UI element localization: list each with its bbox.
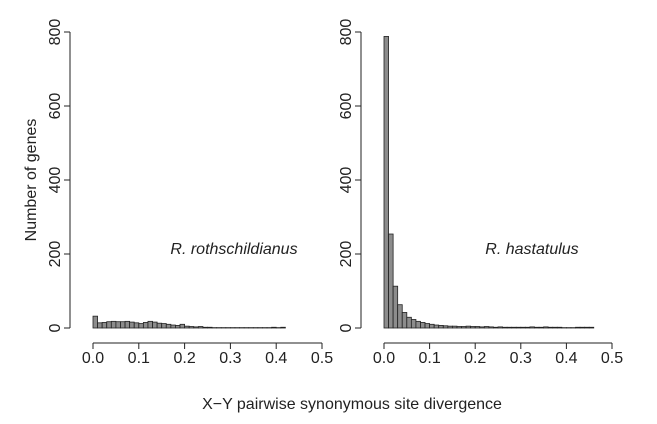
histogram-bar [529,326,535,329]
histogram-bar [584,326,590,329]
histogram-bar [456,326,462,329]
histogram-bar [271,326,277,329]
x-tick-label: 0.5 [311,350,333,367]
histogram-bar [133,322,140,329]
histogram-bar [534,326,540,329]
histogram-bar [524,326,531,329]
histogram-bar [520,326,526,329]
histogram-bar [483,326,490,329]
histogram-bar [442,325,449,329]
histogram-bar [511,326,517,329]
y-tick-label: 0 [338,323,355,332]
histogram-bar [97,322,103,329]
x-axis-label: X−Y pairwise synonymous site divergence [202,396,502,413]
x-tick-label: 0.0 [373,350,395,367]
histogram-bar [161,323,167,329]
x-tick-label: 0.5 [601,350,623,367]
histogram-bar [579,326,586,329]
histogram-bar [106,321,112,329]
y-tick-label: 400 [338,167,355,194]
histogram-bar [175,325,181,329]
histogram-bar [410,319,417,329]
histogram-bar [124,320,131,329]
x-tick-label: 0.2 [464,350,486,367]
histogram-bar [184,325,190,329]
histogram-bar [451,325,458,329]
histogram-bar [575,326,581,329]
x-tick-label: 0.4 [555,350,577,367]
species-annotation: R. hastatulus [485,241,578,258]
histogram-bar [110,320,117,329]
histogram-bar [179,323,186,329]
histogram-bar [543,326,549,329]
histogram-bar [397,304,403,329]
histogram-bar [429,323,435,329]
y-tick-label: 400 [47,167,64,194]
y-tick-label: 200 [338,241,355,268]
x-tick-label: 0.3 [219,350,241,367]
histogram-bar [547,326,554,329]
y-tick-label: 600 [338,93,355,120]
histogram-bar [493,326,499,329]
histogram-bar [415,320,421,329]
y-tick-label: 800 [338,19,355,46]
histogram-bar [502,326,508,329]
histogram-bar [156,322,163,329]
species-annotation: R. rothschildianus [170,241,297,258]
histogram-bar [461,326,467,329]
histogram-bar [392,285,399,329]
y-tick-label: 0 [47,323,64,332]
histogram-bar [588,326,595,329]
histogram-bar [474,326,481,329]
x-tick-label: 0.2 [173,350,195,367]
y-tick-label: 600 [47,93,64,120]
histogram-bar [152,321,158,329]
histogram-bar [138,323,144,329]
histogram-bar [115,321,121,329]
histogram-bar [142,322,149,329]
histogram-bar [147,320,153,329]
x-tick-label: 0.1 [128,350,150,367]
histogram-bar [438,325,444,329]
histogram-bar [488,326,494,329]
histogram-bar [406,316,412,329]
x-tick-label: 0.3 [510,350,532,367]
y-tick-label: 800 [47,19,64,46]
histogram-bar [165,323,172,329]
histogram-bar [202,326,208,329]
histogram-bar [515,326,522,329]
histogram-bar [193,326,199,329]
histogram-bar [424,323,431,329]
histogram-bar [207,326,213,329]
histogram-bar [552,326,558,329]
histogram-bar [538,326,544,329]
x-tick-label: 0.4 [265,350,287,367]
y-tick-label: 200 [47,241,64,268]
histogram-bar [129,321,135,329]
y-axis-label: Number of genes [23,119,40,242]
histogram-bar [280,326,286,329]
histogram-bar [556,326,563,329]
histogram-bar [101,322,108,329]
histogram-bar [170,324,176,329]
histogram-bar [433,324,440,329]
histogram-bar [388,233,394,329]
histogram-bar [420,322,426,329]
histogram-bar [470,326,476,329]
histogram-bar [92,315,98,329]
histogram-bar [188,326,195,329]
histogram-bar [479,326,485,329]
histogram-bar [465,325,472,329]
histogram-bar [447,325,453,329]
x-tick-label: 0.0 [82,350,104,367]
histogram-bar [197,326,204,329]
histogram-bar [497,326,503,329]
histogram-bar [120,321,126,329]
histogram-bar [401,312,408,329]
x-tick-label: 0.1 [418,350,440,367]
histogram-bar [506,326,513,329]
histogram-bar [383,36,389,329]
